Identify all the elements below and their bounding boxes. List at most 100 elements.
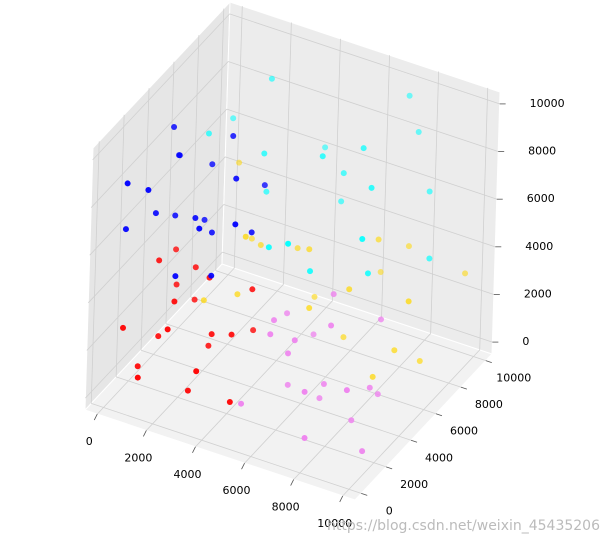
x-tick-label: 8000: [272, 501, 300, 514]
point: [173, 281, 180, 288]
grid-line: [140, 88, 150, 351]
point: [134, 374, 141, 381]
point: [319, 153, 326, 160]
grid-line: [332, 38, 341, 301]
point: [359, 236, 366, 242]
point: [201, 216, 208, 223]
point: [249, 286, 256, 293]
x-tick-label: 4000: [173, 468, 201, 481]
point: [285, 350, 292, 357]
point: [155, 333, 162, 340]
point: [208, 229, 215, 236]
point: [234, 291, 241, 298]
grid-line: [92, 13, 230, 161]
point: [257, 242, 264, 248]
grid-line: [165, 323, 437, 415]
point: [248, 235, 255, 242]
point: [230, 133, 237, 139]
grid-line: [293, 333, 431, 480]
point: [263, 188, 270, 195]
point: [285, 240, 292, 247]
point: [134, 363, 141, 370]
z-tick-label: 8000: [528, 145, 556, 158]
point: [120, 324, 127, 331]
point: [192, 214, 199, 221]
point: [415, 128, 422, 135]
tick-mark: [192, 446, 196, 453]
point: [228, 331, 235, 338]
point: [426, 188, 433, 195]
point: [375, 236, 382, 243]
point: [250, 327, 257, 334]
grid-line: [342, 349, 481, 497]
grid-line: [195, 300, 333, 448]
point: [284, 310, 291, 317]
grid-line: [115, 114, 125, 377]
tick-mark: [435, 413, 443, 417]
x-tick-label: 2000: [124, 451, 152, 464]
z-tick-label: 6000: [527, 192, 555, 205]
grid-line: [282, 22, 292, 285]
point: [230, 115, 237, 122]
watermark: https://blog.csdn.net/weixin_45435206: [327, 518, 600, 534]
point: [196, 225, 203, 232]
grid: [85, 6, 506, 503]
point: [406, 92, 413, 99]
grid-line: [96, 267, 235, 415]
grid-line: [146, 284, 284, 431]
point: [346, 286, 353, 293]
point: [268, 75, 275, 82]
point: [307, 268, 314, 275]
x-tick-label: 6000: [223, 484, 251, 497]
point: [338, 198, 345, 205]
point: [209, 161, 216, 168]
grid-line: [430, 71, 440, 334]
point: [294, 245, 301, 252]
point: [343, 387, 350, 394]
y-tick-label: 2000: [400, 478, 428, 491]
grid-line: [190, 296, 461, 388]
point: [405, 298, 412, 305]
grid-line: [244, 316, 382, 464]
point: [261, 182, 268, 189]
grid-line: [140, 349, 412, 441]
grid-line: [223, 204, 494, 295]
grid-line: [89, 108, 228, 256]
grid-line: [90, 61, 229, 208]
grid-line: [91, 402, 362, 494]
point: [378, 316, 385, 323]
point: [320, 381, 327, 388]
grid-line: [215, 270, 486, 362]
point: [374, 391, 381, 398]
point: [192, 264, 199, 271]
tick-mark: [361, 492, 368, 496]
grid-line: [226, 108, 497, 200]
tick-mark: [143, 430, 147, 437]
z-tick-label: 10000: [530, 97, 565, 110]
y-tick-label: 6000: [450, 425, 478, 438]
grid-line: [225, 156, 496, 248]
point: [232, 221, 239, 228]
point: [426, 255, 433, 262]
point: [171, 123, 178, 130]
point: [145, 186, 152, 193]
point: [152, 210, 159, 217]
point: [301, 388, 308, 395]
grid-line: [479, 87, 489, 350]
y-tick-label: 4000: [425, 451, 453, 464]
point: [405, 243, 412, 250]
point: [173, 246, 180, 253]
grid-line: [90, 141, 100, 404]
point: [364, 270, 371, 277]
x-tick-label: 10000: [317, 517, 352, 530]
point: [226, 398, 233, 405]
tick-mark: [460, 386, 467, 390]
tick-mark: [410, 439, 418, 443]
point: [176, 152, 183, 159]
point: [271, 317, 278, 324]
point: [242, 233, 249, 240]
point: [208, 272, 215, 279]
point: [340, 170, 347, 177]
tick-mark: [290, 479, 294, 486]
point: [193, 368, 200, 375]
